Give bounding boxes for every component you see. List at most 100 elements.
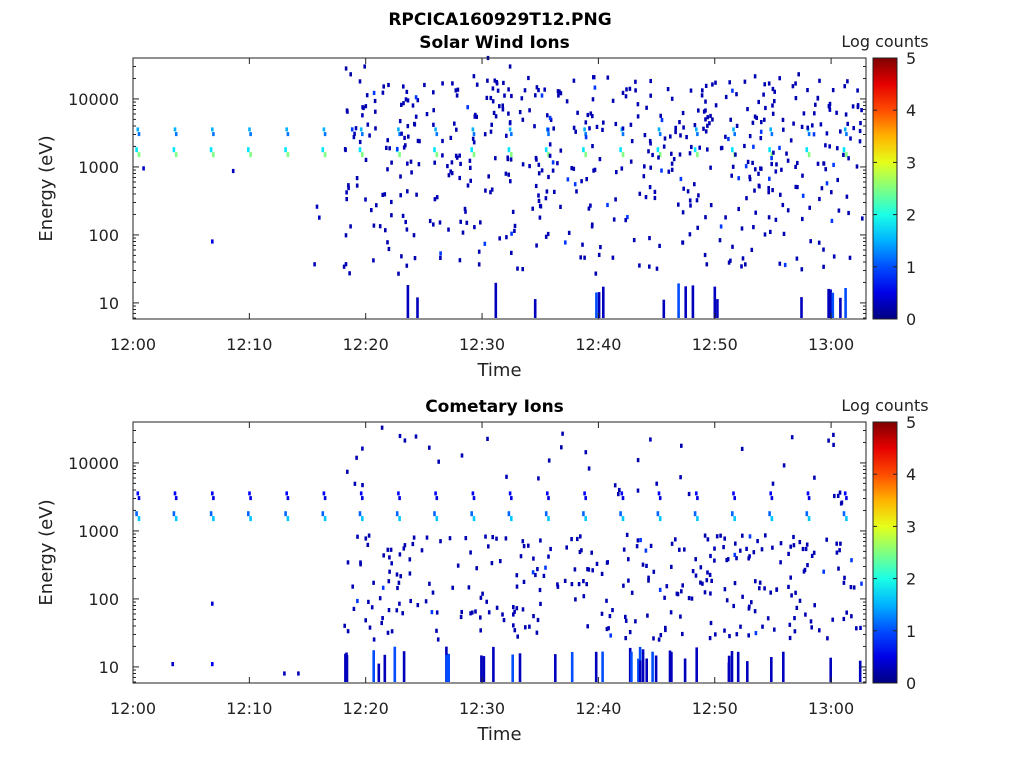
- low-energy-bar: [746, 661, 749, 682]
- data-cell: [735, 556, 738, 561]
- data-cell: [766, 616, 770, 621]
- data-cell: [591, 568, 594, 573]
- data-cell: [570, 582, 574, 587]
- data-cell: [855, 164, 859, 169]
- data-cell: [528, 624, 531, 629]
- data-cell: [378, 596, 382, 601]
- data-cell: [782, 127, 785, 132]
- data-cell: [248, 127, 251, 132]
- data-cell: [321, 147, 325, 153]
- data-cell: [458, 258, 462, 263]
- data-cell: [826, 636, 829, 641]
- data-cell: [615, 170, 618, 175]
- data-cell: [745, 546, 748, 551]
- data-cell: [435, 132, 439, 137]
- data-cell: [398, 496, 401, 501]
- data-cell: [485, 95, 489, 100]
- data-cell: [484, 188, 487, 193]
- data-cell: [670, 564, 673, 569]
- data-cell: [490, 561, 494, 566]
- data-cell: [856, 88, 859, 93]
- low-energy-bar: [716, 299, 719, 318]
- data-cell: [587, 206, 591, 211]
- data-cell: [842, 152, 845, 157]
- data-cell: [791, 84, 795, 89]
- data-cell: [626, 215, 629, 220]
- data-cell: [703, 590, 707, 595]
- data-cell: [771, 111, 775, 116]
- data-cell: [522, 544, 526, 549]
- data-cell: [827, 438, 830, 443]
- data-cell: [531, 570, 535, 575]
- data-cell: [381, 192, 384, 197]
- data-cell: [586, 624, 589, 629]
- data-cell: [247, 147, 250, 153]
- data-cell: [817, 240, 821, 245]
- data-cell: [795, 256, 799, 261]
- data-cell: [753, 74, 757, 79]
- y-tick-label: 1000: [78, 158, 119, 177]
- data-cell: [658, 243, 661, 248]
- data-cell: [759, 136, 763, 141]
- data-cell: [732, 127, 735, 132]
- data-cell: [435, 195, 439, 200]
- data-cell: [768, 176, 771, 181]
- x-tick-label: 12:20: [343, 699, 389, 718]
- low-energy-bar: [827, 288, 830, 318]
- data-cell: [531, 206, 534, 211]
- data-cell: [688, 198, 692, 203]
- data-cell: [726, 557, 730, 562]
- data-cell: [767, 81, 771, 86]
- data-cell: [547, 554, 550, 559]
- data-cell: [682, 186, 685, 191]
- data-cell: [693, 147, 697, 153]
- data-cell: [547, 496, 550, 501]
- data-cell: [822, 247, 825, 252]
- data-cell: [744, 164, 748, 169]
- data-cell: [551, 168, 555, 173]
- data-cell: [796, 160, 799, 166]
- data-cell: [471, 610, 474, 615]
- data-cell: [856, 103, 860, 108]
- spectrogram-cells: [135, 425, 863, 682]
- data-cell: [507, 172, 510, 177]
- data-cell: [787, 551, 790, 556]
- data-cell: [512, 605, 515, 610]
- data-cell: [647, 149, 650, 154]
- low-energy-bar: [602, 286, 605, 318]
- data-cell: [842, 580, 846, 585]
- data-cell: [173, 127, 177, 132]
- low-energy-bar: [406, 285, 410, 318]
- data-cell: [591, 114, 594, 119]
- data-cell: [753, 609, 757, 614]
- data-cell: [475, 566, 478, 571]
- data-cell: [788, 635, 792, 641]
- data-cell: [746, 159, 750, 164]
- data-cell: [595, 561, 599, 566]
- data-cell: [792, 534, 795, 540]
- x-tick-label: 12:10: [226, 699, 272, 718]
- data-cell: [790, 435, 794, 440]
- data-cell: [711, 82, 714, 87]
- data-cell: [689, 88, 693, 93]
- data-cell: [731, 164, 735, 169]
- low-energy-bar: [829, 657, 832, 682]
- colorbar-label: Log counts: [841, 396, 928, 415]
- data-cell: [628, 630, 632, 635]
- data-cell: [483, 241, 487, 246]
- data-cell: [509, 157, 513, 162]
- data-cell: [491, 535, 494, 540]
- data-cell: [794, 184, 798, 189]
- data-cell: [771, 103, 774, 108]
- data-cell: [653, 189, 657, 194]
- data-cell: [660, 168, 663, 173]
- data-cell: [680, 443, 683, 448]
- data-cell: [518, 110, 522, 115]
- data-cell: [249, 132, 252, 137]
- data-cell: [425, 112, 429, 117]
- data-cell: [372, 637, 376, 642]
- data-cell: [536, 617, 540, 623]
- data-cell: [709, 113, 712, 119]
- low-energy-bar: [480, 655, 483, 682]
- data-cell: [212, 516, 215, 522]
